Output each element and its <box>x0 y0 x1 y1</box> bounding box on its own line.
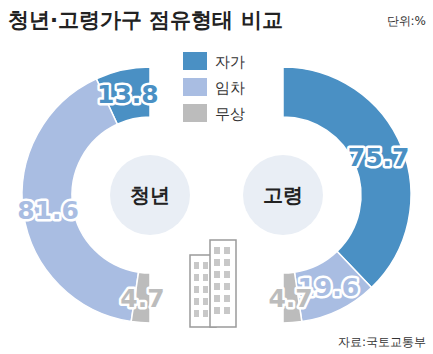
building-window <box>194 310 199 317</box>
legend-label: 자가 <box>215 53 245 71</box>
data-label: 75.7 <box>348 143 410 172</box>
legend: 자가임차무상 <box>183 52 245 123</box>
donut-1 <box>243 67 411 323</box>
chart-root: 청년·고령가구 점유형태 비교 단위:% 자료:국토교통부 자가임차무상 13.8 81.… <box>0 0 433 354</box>
building-window <box>203 298 208 305</box>
building-window <box>214 259 220 266</box>
building-window <box>214 247 220 254</box>
building-icon <box>190 240 236 327</box>
center-disc <box>110 155 190 235</box>
building-window <box>194 286 199 293</box>
legend-swatch <box>183 104 207 122</box>
data-label: 13.8 <box>97 80 159 109</box>
donut-labels-1: 75.719.64.7고령 <box>263 143 409 313</box>
legend-swatch <box>183 78 207 96</box>
building-window <box>203 262 208 269</box>
building-window <box>224 295 230 302</box>
building-window <box>224 283 230 290</box>
building-window <box>224 259 230 266</box>
data-label: 4.7 <box>268 284 312 313</box>
building-window <box>214 271 220 278</box>
building-window <box>194 298 199 305</box>
building-window <box>214 295 220 302</box>
legend-label: 임차 <box>215 79 245 97</box>
building-window <box>224 247 230 254</box>
legend-swatch <box>183 52 207 70</box>
series-name: 청년 <box>130 183 170 207</box>
building-window <box>194 262 199 269</box>
center-disc <box>243 155 323 235</box>
building-window <box>203 286 208 293</box>
legend-label: 무상 <box>215 105 245 123</box>
data-label: 4.7 <box>120 284 164 313</box>
building-window <box>203 274 208 281</box>
building-window <box>224 307 230 314</box>
building-window <box>214 283 220 290</box>
building-window <box>224 271 230 278</box>
building-window <box>203 310 208 317</box>
donut-labels-0: 13.8 81.6 4.7 청년 <box>17 80 170 312</box>
building-window <box>214 307 220 314</box>
series-name: 고령 <box>263 183 303 207</box>
chart-svg: 청년·고령가구 점유형태 비교 단위:% 자료:국토교통부 자가임차무상 13.8 81.… <box>0 0 433 354</box>
building-window <box>194 274 199 281</box>
source-label: 자료:국토교통부 <box>338 335 426 349</box>
unit-label: 단위:% <box>387 14 426 28</box>
title: 청년·고령가구 점유형태 비교 <box>8 8 283 32</box>
data-label: 81.6 <box>17 196 79 225</box>
building-shape <box>210 240 236 327</box>
